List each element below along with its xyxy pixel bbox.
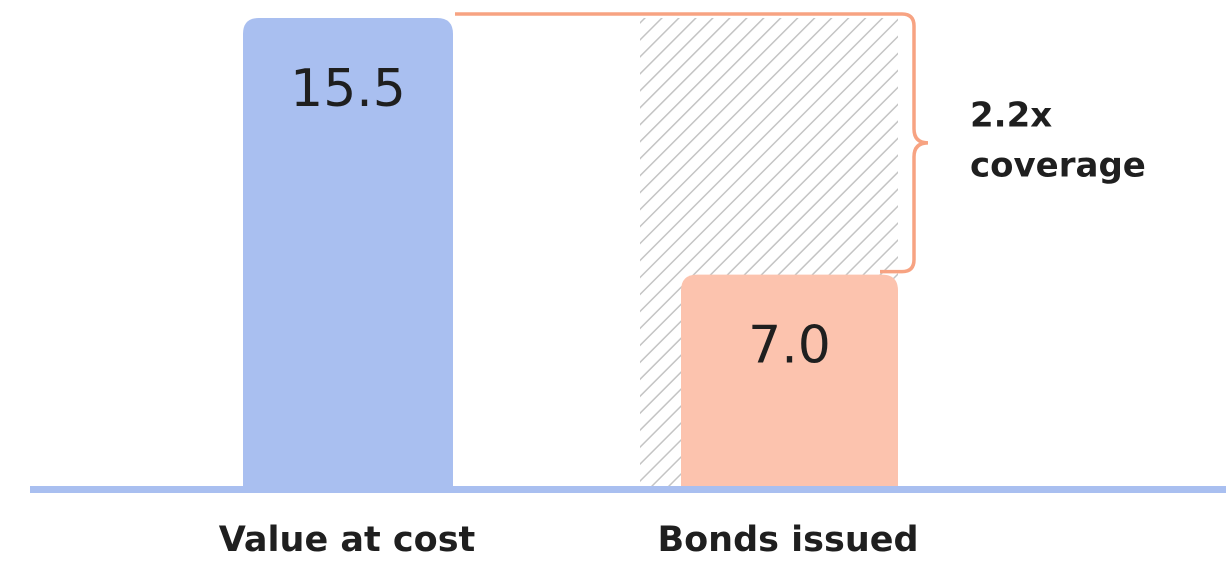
value-label: 7.0 xyxy=(748,316,831,376)
value-label: 15.5 xyxy=(290,59,406,119)
annotation: coverage xyxy=(970,146,1146,186)
x-tick-label: Value at cost xyxy=(219,520,476,560)
bracket xyxy=(455,12,929,274)
annotation: 2.2x xyxy=(970,96,1052,136)
bar xyxy=(243,18,453,486)
baseline xyxy=(30,486,1226,493)
bar xyxy=(681,274,898,486)
x-tick-label: Bonds issued xyxy=(657,520,918,560)
